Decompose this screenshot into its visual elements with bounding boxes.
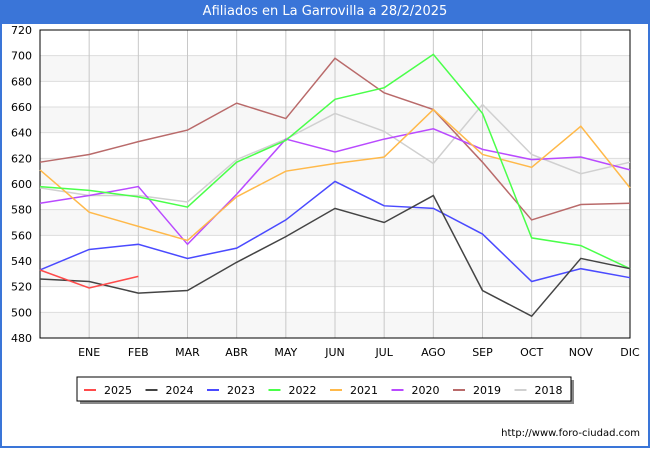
x-tick-label: AGO [421,346,446,359]
x-tick-label: DIC [620,346,640,359]
series-line-2022 [39,53,631,270]
y-tick-label: 620 [11,152,32,165]
series-line-2018 [39,103,631,203]
x-tick-label: MAY [274,346,297,359]
legend-box [76,376,572,402]
series-line-2024 [39,194,631,318]
x-tick-label: ABR [225,346,248,359]
legend-label: 2018 [535,384,563,397]
y-tick-label: 500 [11,306,32,319]
x-tick-label: MAR [175,346,200,359]
y-tick-label: 720 [11,24,32,37]
y-tick-label: 480 [11,332,32,345]
y-tick-label: 700 [11,50,32,63]
x-tick-label: ENE [78,346,100,359]
x-tick-label: SEP [472,346,493,359]
legend-label: 2023 [227,384,255,397]
plot-border [39,29,631,339]
chart-title: Afiliados en La Garrovilla a 28/2/2025 [0,0,650,24]
x-tick-label: JUN [324,346,345,359]
legend-label: 2025 [104,384,132,397]
legend-label: 2022 [289,384,317,397]
legend-label: 2020 [412,384,440,397]
y-tick-label: 660 [11,101,32,114]
legend-label: 2019 [473,384,501,397]
x-tick-label: NOV [569,346,594,359]
legend-label: 2024 [166,384,194,397]
y-tick-label: 640 [11,127,32,140]
y-tick-label: 680 [11,75,32,88]
x-tick-label: FEB [128,346,149,359]
legend-label: 2021 [350,384,378,397]
y-tick-label: 540 [11,255,32,268]
x-tick-label: OCT [520,346,543,359]
series-line-2023 [39,180,631,283]
y-tick-label: 560 [11,229,32,242]
series-line-2020 [39,128,631,246]
series-line-2019 [39,57,631,221]
y-tick-label: 520 [11,281,32,294]
y-tick-label: 580 [11,204,32,217]
x-tick-label: JUL [374,346,393,359]
y-tick-label: 600 [11,178,32,191]
series-line-2025 [39,269,139,289]
footer-url[interactable]: http://www.foro-ciudad.com [501,428,640,439]
series-line-2021 [39,108,631,242]
